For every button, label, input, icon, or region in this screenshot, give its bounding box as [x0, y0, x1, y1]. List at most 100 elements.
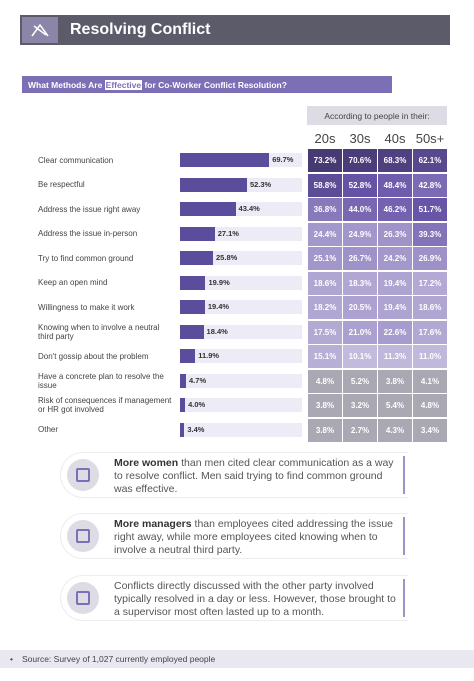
heatmap-cell: 4.8% [413, 394, 447, 417]
note-icon [67, 459, 99, 491]
heatmap-cell: 70.6% [343, 149, 377, 172]
heatmap-cell: 5.2% [343, 369, 377, 393]
heatmap-cell: 3.4% [413, 418, 447, 442]
category-label: Don't gossip about the problem [38, 351, 149, 361]
note-box [60, 452, 408, 498]
footer-bullet: • [10, 654, 13, 664]
note-rule [403, 456, 405, 494]
heatmap-cell: 10.1% [343, 345, 377, 368]
cell-label: 17.5% [313, 327, 337, 337]
cell-label: 73.2% [313, 156, 337, 165]
note-text: More women than men cited clear communic… [114, 457, 400, 496]
heatmap-cell: 17.5% [308, 320, 342, 344]
cell-label: 18.6% [313, 278, 337, 288]
cell-label: 2.7% [350, 425, 370, 435]
note-body: than employees cited addressing the issu… [114, 518, 393, 556]
heatmap-cell: 15.1% [308, 345, 342, 368]
heatmap-cell: 11.0% [413, 345, 447, 368]
note-box [60, 513, 408, 559]
heatmap-cell: 3.8% [378, 369, 412, 393]
bar-track [180, 300, 302, 314]
note-icon [67, 582, 99, 614]
note-rule [403, 517, 405, 555]
heatmap-cell: 4.3% [378, 418, 412, 442]
cell-label: 20.5% [348, 303, 372, 312]
cell-label: 25.1% [313, 254, 337, 263]
bar [180, 422, 185, 437]
cell-label: 18.6% [418, 303, 442, 312]
heatmap-cell: 24.9% [343, 222, 377, 246]
heatmap-cell: 11.3% [378, 345, 412, 368]
cell-label: 18.3% [348, 278, 372, 288]
category-label: Other [38, 425, 59, 434]
heatmap-cell: 26.9% [413, 247, 447, 270]
header-title: Resolving Conflict [70, 21, 211, 38]
heatmap-cell: 26.3% [378, 222, 412, 246]
column-label: 30s [349, 131, 371, 146]
cell-label: 3.2% [350, 401, 370, 410]
cell-label: 42.8% [418, 180, 442, 190]
value-label: 11.9% [198, 351, 220, 360]
category-label: Address the issue right away [38, 204, 141, 214]
heatmap-cell: 44.0% [343, 198, 377, 221]
note-body: Conflicts directly discussed with the ot… [114, 580, 396, 618]
heatmap-cell: 58.8% [308, 173, 342, 197]
value-label: 19.9% [208, 277, 230, 287]
chart-title: What Methods Are Effective for Co-Worker… [28, 80, 287, 90]
header-icon [22, 17, 58, 43]
heatmap-cell: 3.8% [308, 394, 342, 417]
cell-label: 3.4% [420, 425, 440, 435]
cell-label: 10.1% [348, 352, 372, 361]
heatmap-cell: 18.3% [343, 271, 377, 295]
cell-label: 39.3% [418, 229, 442, 239]
note-text: More managers than employees cited addre… [114, 518, 400, 557]
heatmap-cell: 18.6% [413, 296, 447, 319]
heatmap-cell: 39.3% [413, 222, 447, 246]
bar-track [180, 324, 302, 339]
cell-label: 58.8% [313, 180, 337, 190]
heatmap-cell: 24.2% [378, 247, 412, 270]
bar-track [180, 398, 302, 412]
heatmap-cell: 17.6% [413, 320, 447, 344]
cell-label: 4.3% [385, 425, 405, 435]
value-label: 43.4% [238, 204, 260, 213]
bar [180, 373, 187, 388]
bar [180, 300, 205, 314]
cell-label: 48.4% [383, 180, 407, 190]
icon [31, 23, 49, 37]
note-text: Conflicts directly discussed with the ot… [114, 580, 400, 619]
cell-label: 24.2% [383, 254, 407, 263]
heatmap-cell: 26.7% [343, 247, 377, 270]
heatmap-cell: 25.1% [308, 247, 342, 270]
cell-label: 11.3% [383, 352, 407, 361]
cell-label: 11.0% [418, 352, 442, 361]
bar [180, 324, 204, 339]
column-label: 50s+ [415, 131, 445, 146]
cell-label: 4.8% [420, 401, 440, 410]
heatmap-cell: 51.7% [413, 198, 447, 221]
cell-label: 3.8% [315, 401, 335, 410]
heatmap-cell: 21.0% [343, 320, 377, 344]
value-label: 25.8% [216, 253, 238, 262]
category-label: Risk of consequences if management or HR… [38, 396, 172, 414]
heatmap-cell: 3.2% [343, 394, 377, 417]
heatmap-cell: 18.2% [308, 296, 342, 319]
bar [180, 349, 196, 363]
column-label: 20s [314, 131, 336, 146]
cell-label: 22.6% [383, 327, 407, 337]
title-part: for Co-Worker Conflict Resolution? [142, 80, 287, 90]
cell-label: 3.8% [385, 376, 405, 386]
cell-label: 4.8% [315, 376, 335, 386]
cell-label: 26.9% [418, 254, 442, 263]
cell-label: 36.8% [313, 205, 337, 214]
heatmap-cell: 36.8% [308, 198, 342, 221]
category-label: Willingness to make it work [38, 302, 135, 312]
heatmap-cell: 4.8% [308, 369, 342, 393]
bar [180, 398, 186, 412]
column-label: 40s [384, 131, 406, 146]
cell-label: 70.6% [348, 156, 372, 165]
title-highlight: Effective [104, 80, 143, 90]
bar [180, 153, 270, 167]
cell-label: 46.2% [383, 205, 407, 214]
